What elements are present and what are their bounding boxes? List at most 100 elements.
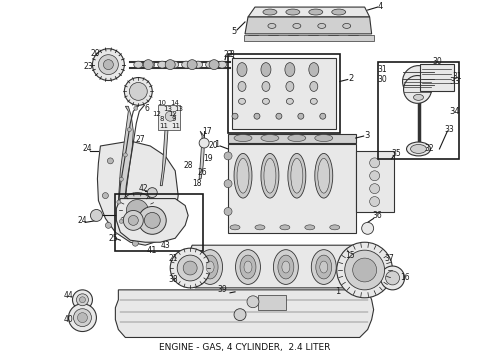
Text: 8: 8 <box>230 50 234 59</box>
Text: 6: 6 <box>145 104 150 113</box>
Circle shape <box>79 297 85 303</box>
Ellipse shape <box>310 98 318 104</box>
Circle shape <box>143 60 153 69</box>
Ellipse shape <box>237 158 249 193</box>
Ellipse shape <box>194 61 203 68</box>
Ellipse shape <box>411 144 426 153</box>
Text: 27: 27 <box>136 135 145 144</box>
Circle shape <box>127 128 131 132</box>
Text: ENGINE - GAS, 4 CYLINDER,  2.4 LITER: ENGINE - GAS, 4 CYLINDER, 2.4 LITER <box>159 343 331 352</box>
Ellipse shape <box>316 255 332 279</box>
Ellipse shape <box>278 255 294 279</box>
Ellipse shape <box>218 61 226 68</box>
Circle shape <box>102 193 108 199</box>
Ellipse shape <box>309 63 319 77</box>
Ellipse shape <box>237 63 247 77</box>
Ellipse shape <box>291 158 303 193</box>
Polygon shape <box>115 290 374 337</box>
Circle shape <box>224 180 232 188</box>
Ellipse shape <box>407 142 431 156</box>
Bar <box>228 144 356 233</box>
Circle shape <box>120 219 123 223</box>
Bar <box>258 295 286 310</box>
Bar <box>356 151 393 212</box>
Circle shape <box>132 240 138 246</box>
Text: 22: 22 <box>223 50 233 59</box>
Text: 37: 37 <box>385 253 394 262</box>
Text: 17: 17 <box>202 127 212 136</box>
Circle shape <box>187 60 197 69</box>
Polygon shape <box>160 106 168 186</box>
Ellipse shape <box>134 61 143 68</box>
Circle shape <box>403 66 435 97</box>
Ellipse shape <box>238 81 246 91</box>
Text: 42: 42 <box>139 184 148 193</box>
Text: 33: 33 <box>444 125 454 134</box>
Text: 31: 31 <box>453 72 462 81</box>
Ellipse shape <box>318 158 330 193</box>
Circle shape <box>74 309 92 327</box>
Circle shape <box>337 242 392 298</box>
Polygon shape <box>245 17 371 34</box>
Circle shape <box>247 296 259 308</box>
Text: 2: 2 <box>348 74 353 83</box>
Bar <box>232 58 336 129</box>
Text: 39: 39 <box>217 285 227 294</box>
Text: 12: 12 <box>168 111 176 117</box>
Circle shape <box>126 199 148 221</box>
Ellipse shape <box>343 23 351 28</box>
Circle shape <box>103 60 113 69</box>
Text: 32: 32 <box>425 144 434 153</box>
Text: 30: 30 <box>433 57 442 66</box>
Text: 8: 8 <box>160 116 165 122</box>
Bar <box>244 35 374 41</box>
Ellipse shape <box>236 250 261 284</box>
Circle shape <box>369 158 380 168</box>
Circle shape <box>369 171 380 181</box>
Circle shape <box>276 113 282 119</box>
Ellipse shape <box>206 261 214 273</box>
Ellipse shape <box>170 61 179 68</box>
Ellipse shape <box>197 250 222 284</box>
Circle shape <box>91 210 102 221</box>
Text: 38: 38 <box>169 275 178 284</box>
Ellipse shape <box>263 98 270 104</box>
Circle shape <box>123 211 143 230</box>
Circle shape <box>120 193 155 228</box>
Circle shape <box>353 258 377 282</box>
Ellipse shape <box>293 23 301 28</box>
Circle shape <box>120 177 123 181</box>
Circle shape <box>345 250 385 290</box>
Text: 29: 29 <box>91 49 100 58</box>
Polygon shape <box>119 106 133 211</box>
Circle shape <box>224 152 232 160</box>
Circle shape <box>128 215 138 225</box>
Text: 21: 21 <box>169 253 178 262</box>
Ellipse shape <box>230 225 240 230</box>
Text: 1: 1 <box>335 287 341 296</box>
Text: 15: 15 <box>345 251 354 260</box>
Ellipse shape <box>146 61 155 68</box>
Ellipse shape <box>332 9 346 15</box>
Ellipse shape <box>255 225 265 230</box>
Ellipse shape <box>320 261 328 273</box>
Circle shape <box>404 76 432 103</box>
Text: 25: 25 <box>109 234 118 243</box>
Circle shape <box>224 207 232 215</box>
Circle shape <box>77 313 87 323</box>
Circle shape <box>234 309 246 321</box>
Polygon shape <box>116 199 188 242</box>
Circle shape <box>124 77 152 105</box>
Ellipse shape <box>158 61 167 68</box>
Circle shape <box>165 60 175 69</box>
Ellipse shape <box>315 135 333 141</box>
Bar <box>419 64 454 91</box>
Circle shape <box>381 266 405 290</box>
Circle shape <box>170 248 210 288</box>
Circle shape <box>386 271 399 285</box>
Circle shape <box>362 222 374 234</box>
Circle shape <box>369 184 380 194</box>
Polygon shape <box>98 141 178 245</box>
Text: 5: 5 <box>231 27 237 36</box>
Ellipse shape <box>286 9 300 15</box>
